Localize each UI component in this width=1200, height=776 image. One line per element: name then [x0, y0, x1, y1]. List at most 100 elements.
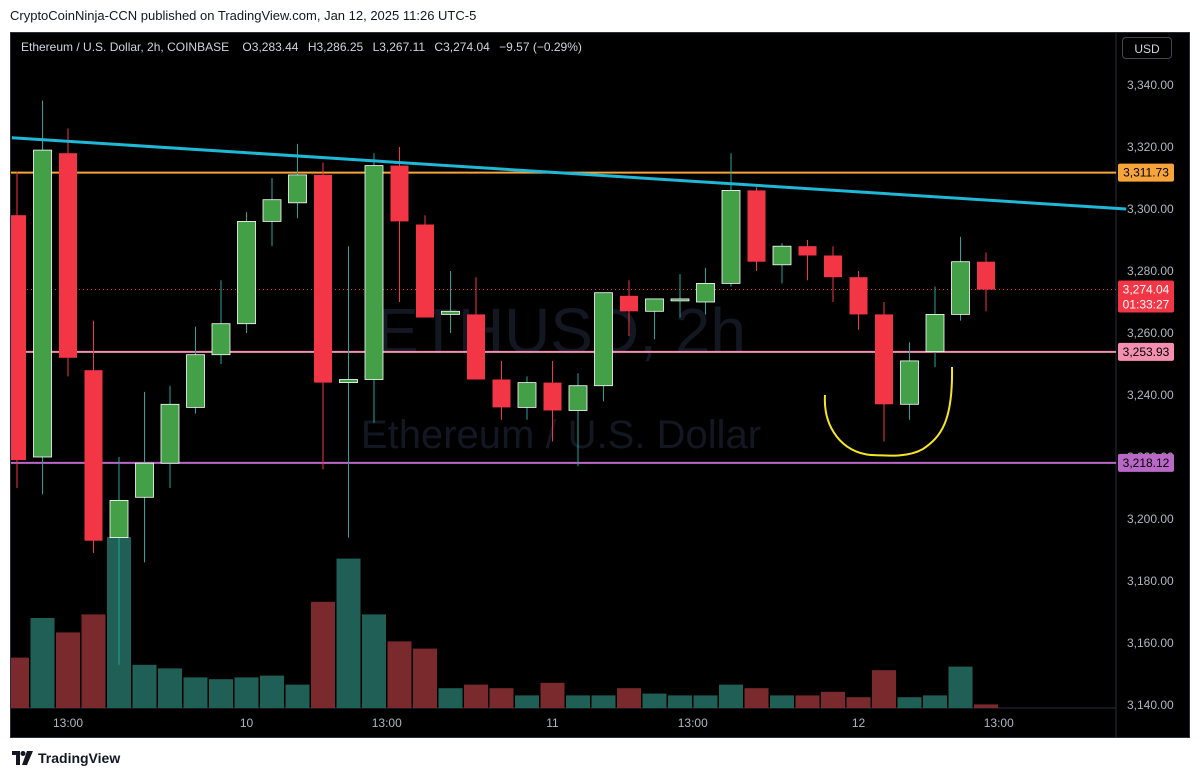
tradingview-logo[interactable]: TradingView	[12, 750, 120, 766]
candle-body	[416, 224, 434, 318]
price-tick-label: 3,140.00	[1127, 698, 1174, 712]
watermark-description: Ethereum / U.S. Dollar	[361, 413, 761, 457]
legend-open-label: O	[242, 40, 252, 54]
volume-bar	[642, 693, 667, 708]
price-tick-label: 3,180.00	[1127, 574, 1174, 588]
candle-body	[339, 379, 358, 383]
candlesticks	[11, 100, 995, 665]
volume-bar	[897, 697, 922, 708]
time-tick-label: 11	[546, 716, 559, 730]
legend-change: −9.57 (−0.29%)	[499, 40, 582, 54]
currency-button[interactable]: USD	[1122, 37, 1172, 59]
time-tick-label: 10	[240, 716, 254, 730]
candle-body	[211, 323, 231, 356]
current-price-text: 3,274.04	[1123, 282, 1170, 296]
volume-bar	[872, 670, 896, 708]
volume-bar	[11, 657, 29, 708]
volume-bar	[209, 679, 233, 708]
volume-bar	[846, 697, 871, 708]
time-tick-label: 13:00	[53, 716, 83, 730]
volume-bar	[770, 695, 794, 708]
watermark-symbol: ETHUSD, 2h	[376, 295, 746, 367]
level-price-tag	[1118, 342, 1174, 361]
publish-bar: CryptoCoinNinja-CCN published on Trading…	[0, 0, 1200, 32]
volume-bar	[617, 688, 641, 708]
volume-bar	[56, 632, 80, 708]
candle-body	[441, 310, 460, 315]
level-price-text: 3,218.12	[1123, 456, 1170, 470]
candle-body	[364, 165, 384, 380]
price-tick-label: 3,160.00	[1127, 636, 1174, 650]
volume-bar	[81, 614, 106, 708]
candle-body	[109, 499, 129, 538]
candle-body	[492, 379, 511, 408]
price-chart[interactable]: ETHUSD, 2h Ethereum / U.S. Dollar 3,340.…	[11, 33, 1189, 737]
tradingview-brand: TradingView	[38, 750, 121, 766]
rounded-bottom-annotation[interactable]	[823, 366, 954, 457]
volume-bar	[540, 682, 565, 708]
level-price-tag	[1118, 163, 1174, 182]
legend-low: 3,267.11	[379, 40, 426, 54]
volume-bar	[515, 695, 539, 708]
candle-body	[568, 385, 588, 411]
legend-high-label: H	[307, 40, 317, 54]
legend-symbol: Ethereum / U.S. Dollar, 2h, COINBASE	[21, 40, 230, 54]
candle-body	[875, 314, 893, 405]
price-tick-label: 3,340.00	[1127, 78, 1174, 92]
candle-body	[645, 298, 664, 312]
price-tick-label: 3,200.00	[1127, 512, 1174, 526]
candle-body	[517, 382, 537, 408]
volume-bar	[693, 695, 718, 708]
price-tick-label: 3,240.00	[1127, 388, 1174, 402]
candle-body	[747, 190, 766, 262]
volume-bar	[132, 664, 157, 708]
legend-open: 3,283.44	[251, 40, 299, 54]
publish-info: CryptoCoinNinja-CCN published on Trading…	[10, 8, 477, 23]
time-tick-label: 13:00	[984, 716, 1014, 730]
price-tick-label: 3,280.00	[1127, 264, 1174, 278]
legend-low-label: L	[372, 40, 380, 54]
volume-bar	[923, 695, 947, 708]
volume-bar	[591, 695, 616, 708]
time-tick-label: 13:00	[372, 716, 402, 730]
candle-body	[467, 314, 485, 380]
volume-bar	[311, 601, 335, 708]
descending-trendline	[11, 136, 1127, 211]
candle-body	[84, 370, 103, 541]
volume-bar	[260, 675, 284, 708]
tradingview-logo-icon	[12, 751, 33, 765]
price-tick-label: 3,260.00	[1127, 326, 1174, 340]
level-price-text: 3,311.73	[1123, 166, 1169, 180]
candle-body	[186, 354, 205, 408]
symbol-legend: Ethereum / U.S. Dollar, 2h, COINBASE O3,…	[21, 40, 582, 54]
volume-bar	[795, 695, 820, 708]
candle-body	[772, 245, 792, 266]
candle-body	[237, 220, 256, 325]
candle-body	[696, 282, 715, 303]
candle-body	[262, 199, 282, 222]
volume-bar	[387, 641, 412, 708]
candle-body	[314, 174, 332, 383]
legend-close: 3,274.04	[443, 40, 490, 54]
candle-body	[951, 261, 970, 315]
volume-bar	[464, 684, 488, 708]
volume-bar	[668, 695, 692, 708]
time-axis[interactable]: 13:00 10 13:00 11 13:00 12 13:00	[53, 716, 1014, 730]
trendline-layer[interactable]	[11, 136, 1127, 211]
candle-body	[670, 298, 690, 302]
candle-body	[925, 313, 945, 352]
volume-bar	[362, 614, 386, 708]
candle-body	[798, 246, 817, 256]
bar-countdown-text: 01:33:27	[1123, 297, 1170, 311]
candle-body	[900, 360, 919, 405]
candle-body	[543, 382, 562, 411]
volume-bar	[974, 704, 998, 708]
candle-body	[721, 189, 741, 284]
volume-bar	[285, 684, 310, 708]
candle-body	[135, 462, 154, 498]
volume-bar	[821, 691, 845, 708]
legend-high: 3,286.25	[316, 40, 364, 54]
candle-body	[849, 277, 868, 315]
chart-frame[interactable]: ETHUSD, 2h Ethereum / U.S. Dollar 3,340.…	[10, 32, 1190, 738]
